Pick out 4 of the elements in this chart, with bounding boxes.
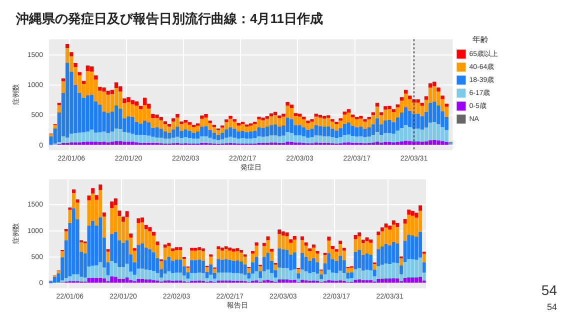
text: 54 [541, 282, 557, 298]
text: 54 [546, 302, 557, 312]
chart-title: 沖縄県の発症日及び報告日別流行曲線：4月11日作成 [14, 10, 324, 28]
legend-title: 年齢 [472, 35, 488, 44]
